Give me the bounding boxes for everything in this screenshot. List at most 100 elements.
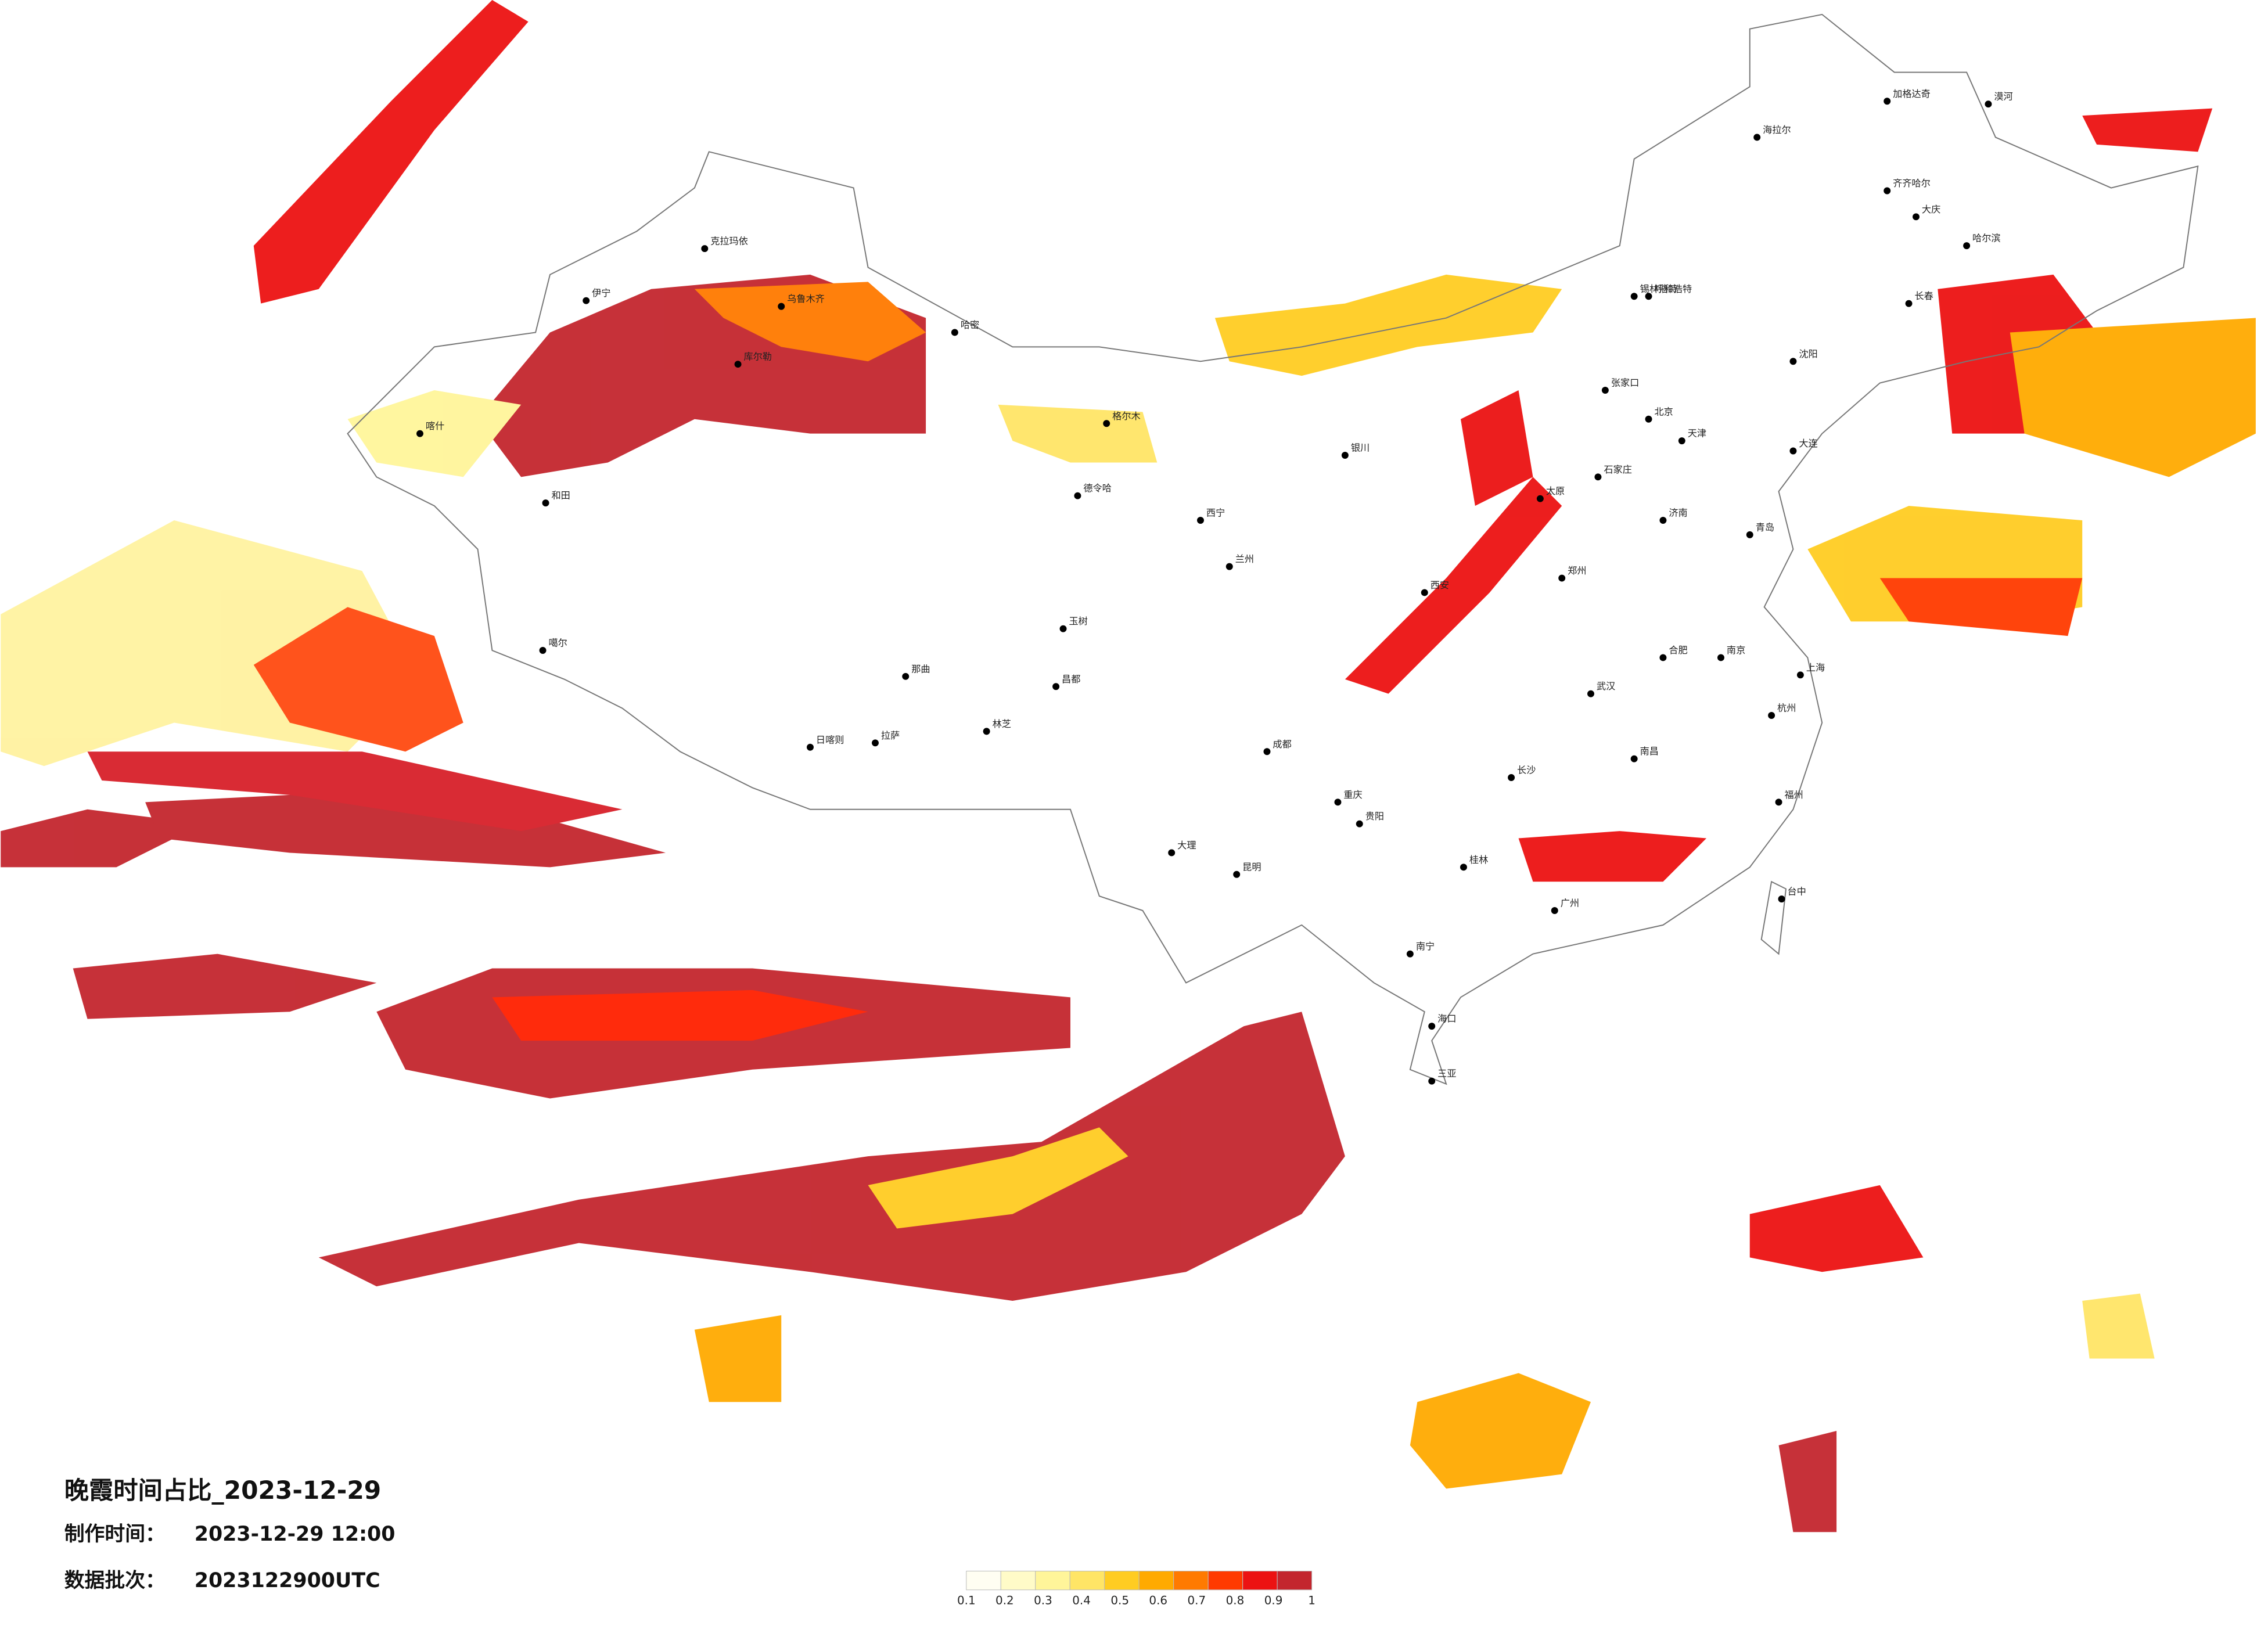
city-dot	[1645, 293, 1652, 300]
city-label: 锡林浩特	[1640, 283, 1678, 294]
legend-swatch	[1000, 1570, 1036, 1591]
city-dot	[416, 430, 423, 437]
city-dot	[1197, 517, 1204, 524]
legend-swatch	[966, 1570, 1001, 1591]
batch: 2023122900UTC	[195, 1569, 380, 1592]
city-dot	[807, 743, 814, 751]
header: 晚霞时间占比_2023-12-29 制作时间： 2023-12-29 12:00…	[64, 1476, 396, 1592]
city-label: 三亚	[1437, 1068, 1456, 1079]
city-dot	[1587, 690, 1594, 697]
city-dot	[542, 499, 549, 507]
city-label: 济南	[1669, 508, 1687, 519]
city-dot	[1789, 447, 1797, 455]
city-dot	[1558, 574, 1566, 582]
city-label: 漠河	[1994, 91, 2012, 102]
legend-tick-label: 0.9	[1264, 1594, 1283, 1607]
city-label: 青岛	[1756, 521, 1774, 533]
city-dot	[539, 647, 547, 654]
legend-tick-label: 0.7	[1188, 1594, 1206, 1607]
city-label: 哈尔滨	[1972, 233, 2000, 244]
city-dot	[1884, 98, 1891, 105]
made-time: 2023-12-29 12:00	[195, 1523, 396, 1546]
city-dot	[1645, 415, 1652, 423]
legend-swatch	[1069, 1570, 1105, 1591]
country-outline	[347, 13, 2199, 1085]
city-dot	[778, 303, 785, 310]
city-label: 石家庄	[1604, 464, 1631, 475]
city-label: 长沙	[1517, 765, 1536, 776]
city-label: 桂林	[1469, 854, 1488, 865]
city-label: 海拉尔	[1763, 124, 1791, 135]
legend-swatch	[1207, 1570, 1243, 1591]
city-label: 太原	[1546, 485, 1565, 497]
city-label: 杭州	[1777, 703, 1796, 714]
city-dot	[951, 329, 958, 336]
city-label: 库尔勒	[744, 351, 772, 362]
legend-tick-label: 0.5	[1110, 1594, 1129, 1607]
city-label: 台中	[1787, 886, 1806, 897]
city-label: 福州	[1785, 789, 1803, 800]
city-label: 西安	[1430, 580, 1449, 591]
city-dot	[1428, 1077, 1436, 1085]
legend: 0.1 0.2 0.3 0.4 0.5 0.6 0.7 0.8 0.9 1	[957, 1570, 1315, 1607]
city-label: 银川	[1351, 443, 1370, 454]
city-label: 南京	[1727, 645, 1745, 656]
city-label: 北京	[1655, 406, 1673, 417]
city-dot	[1678, 437, 1685, 445]
city-dot	[1059, 625, 1067, 632]
city-label: 重庆	[1343, 789, 1362, 800]
city-label: 加格达奇	[1893, 88, 1931, 99]
city-label: 那曲	[911, 663, 930, 674]
city-label: 噶尔	[549, 638, 567, 649]
city-dot	[983, 728, 990, 735]
city-dot	[1796, 671, 1804, 679]
city-dot	[1356, 820, 1363, 828]
city-label: 格尔木	[1112, 411, 1140, 422]
city-dot	[1717, 654, 1724, 661]
city-dot	[1594, 473, 1602, 481]
city-label: 昌都	[1062, 674, 1080, 685]
city-label: 伊宁	[592, 287, 610, 298]
legend-tick-label: 1	[1308, 1594, 1315, 1607]
city-dot	[1074, 492, 1081, 499]
city-dot	[1334, 798, 1342, 806]
city-dot	[1225, 563, 1233, 570]
city-dot	[1551, 907, 1558, 914]
city-dot	[1428, 1023, 1436, 1030]
city-label: 天津	[1688, 428, 1706, 439]
city-label: 南宁	[1416, 941, 1435, 952]
legend-swatch	[1138, 1570, 1174, 1591]
title: 晚霞时间占比_2023-12-29	[64, 1476, 381, 1505]
legend-tick-label: 0.8	[1226, 1594, 1245, 1607]
legend-tick-label: 0.6	[1149, 1594, 1167, 1607]
city-label: 贵阳	[1365, 811, 1384, 822]
city-dot	[1768, 712, 1775, 719]
batch-label: 数据批次：	[64, 1569, 166, 1592]
city-label: 德令哈	[1083, 483, 1111, 494]
city-label: 上海	[1806, 662, 1825, 673]
city-dot	[1985, 100, 1992, 108]
city-label: 乌鲁木齐	[787, 293, 825, 304]
city-dot	[1601, 387, 1609, 394]
city-label: 沈阳	[1799, 348, 1817, 359]
city-label: 长春	[1915, 290, 1933, 301]
city-label: 西宁	[1206, 508, 1225, 519]
city-label: 海口	[1437, 1013, 1456, 1024]
city-dot	[1263, 748, 1271, 756]
city-label: 成都	[1273, 739, 1291, 750]
city-dot	[1659, 517, 1667, 524]
city-dot	[701, 245, 709, 253]
city-dot	[1778, 895, 1785, 903]
legend-swatch	[1104, 1570, 1140, 1591]
city-label: 郑州	[1568, 565, 1586, 576]
city-dot	[1746, 531, 1753, 538]
city-dot	[902, 672, 910, 680]
city-label: 呼和浩特	[1655, 283, 1692, 294]
city-dot	[1421, 589, 1428, 596]
city-dot	[1460, 864, 1467, 871]
city-dot	[1103, 420, 1110, 427]
legend-tick-label: 0.2	[995, 1594, 1014, 1607]
city-dot	[1508, 774, 1515, 781]
